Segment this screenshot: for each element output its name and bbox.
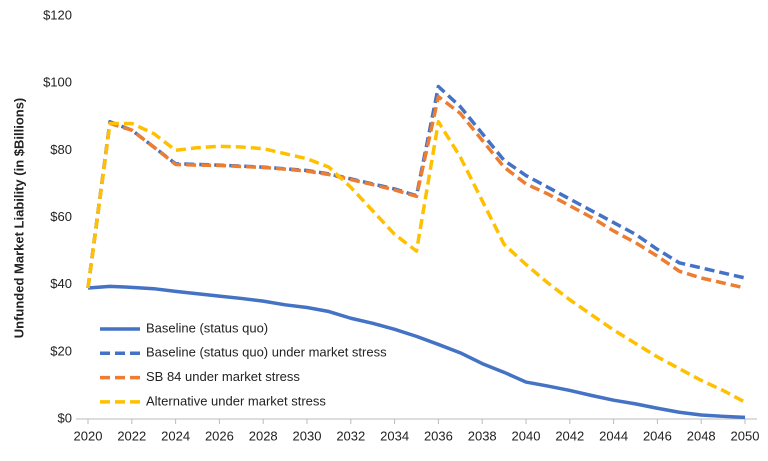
x-tick-label: 2020 [74, 428, 103, 443]
series-line [86, 120, 746, 404]
x-tick-label: 2032 [336, 428, 365, 443]
x-tick-label: 2042 [555, 428, 584, 443]
y-tick-label: $40 [50, 276, 72, 291]
x-tick-label: 2026 [205, 428, 234, 443]
y-tick-label: $120 [43, 7, 72, 22]
legend-label: Baseline (status quo) under market stres… [146, 345, 387, 360]
legend-label: SB 84 under market stress [146, 369, 300, 384]
y-tick-label: $60 [50, 209, 72, 224]
x-tick-label: 2044 [599, 428, 628, 443]
series-line [86, 94, 746, 290]
x-tick-label: 2046 [643, 428, 672, 443]
x-tick-label: 2028 [249, 428, 278, 443]
series-line [87, 284, 746, 420]
x-tick-label: 2024 [161, 428, 190, 443]
x-tick-label: 2040 [512, 428, 541, 443]
legend-label: Baseline (status quo) [146, 320, 268, 335]
y-tick-label: $80 [50, 142, 72, 157]
series-line [86, 84, 746, 289]
x-tick-label: 2034 [380, 428, 409, 443]
x-tick-label: 2050 [731, 428, 760, 443]
y-tick-label: $100 [43, 75, 72, 90]
y-tick-label: $0 [58, 410, 72, 425]
x-tick-label: 2038 [468, 428, 497, 443]
x-tick-label: 2048 [687, 428, 716, 443]
x-tick-label: 2036 [424, 428, 453, 443]
x-tick-label: 2022 [117, 428, 146, 443]
y-axis-label: Unfunded Market Liability (in $Billions) [11, 98, 26, 339]
y-tick-label: $20 [50, 343, 72, 358]
x-tick-label: 2030 [293, 428, 322, 443]
legend-label: Alternative under market stress [146, 393, 326, 408]
